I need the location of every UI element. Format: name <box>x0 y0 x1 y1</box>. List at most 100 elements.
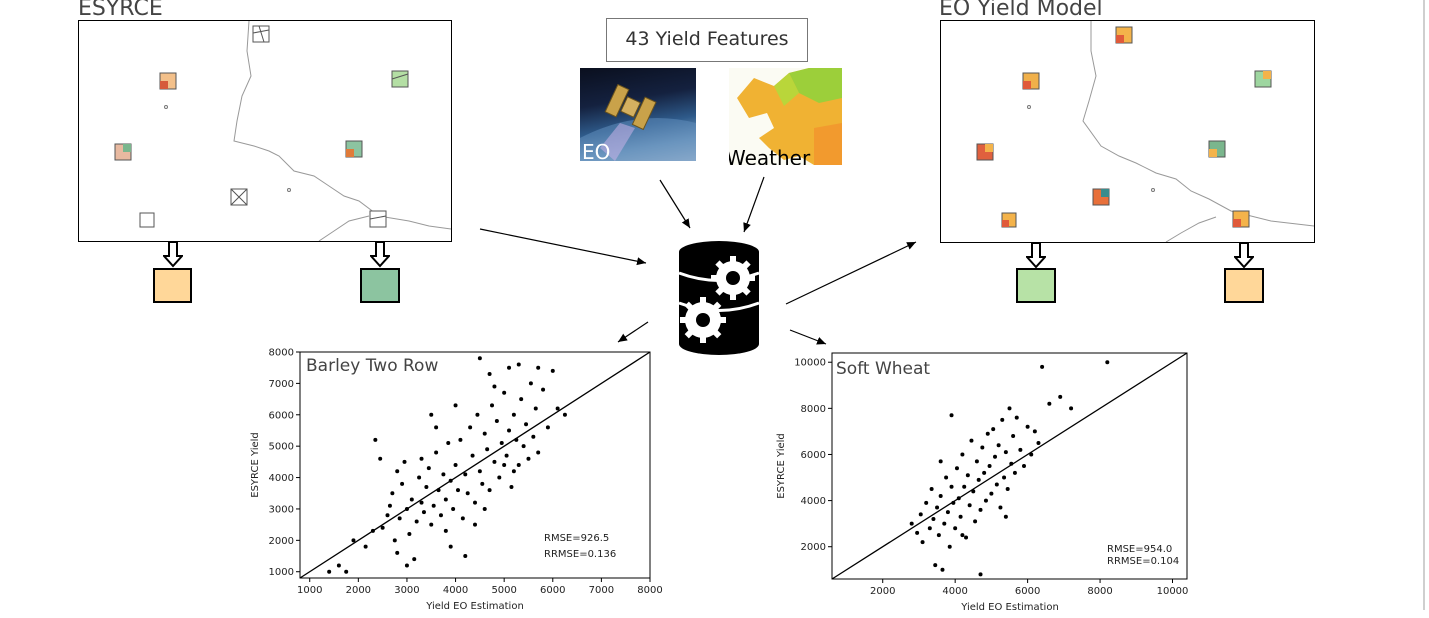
scatter-point <box>414 519 419 524</box>
scatter-point <box>938 459 943 464</box>
scatter-point <box>1025 424 1030 429</box>
scatter-point <box>945 510 950 515</box>
satellite-icon <box>580 83 696 161</box>
scatter-point <box>485 447 490 452</box>
scrollbar-track[interactable] <box>1423 0 1425 610</box>
y-tick-label: 8000 <box>801 404 826 415</box>
scatter-point <box>958 514 963 519</box>
scatter-point <box>555 406 560 411</box>
scatter-point <box>497 475 502 480</box>
scatter-point <box>463 554 468 559</box>
scatter-point <box>528 381 533 386</box>
scatter-point <box>935 505 940 510</box>
scatter-point <box>1032 429 1037 434</box>
scatter-point <box>385 513 390 518</box>
scatter-point <box>1011 434 1016 439</box>
scatter-point <box>531 434 536 439</box>
x-tick-label: 2000 <box>870 586 895 597</box>
scatter-point <box>487 371 492 376</box>
yield-features-box: 43 Yield Features <box>606 18 808 62</box>
eo-satellite-image: EO <box>580 68 696 161</box>
scatter-point <box>400 481 405 486</box>
arrow-esyrce-to-db <box>479 228 647 266</box>
yield-swatch-orange-left <box>153 268 192 303</box>
scatter-point <box>458 437 463 442</box>
scatter-point <box>475 412 480 417</box>
scatter-point <box>1002 475 1007 480</box>
scatter-point <box>424 484 429 489</box>
scatter-point <box>402 459 407 464</box>
scatter-point <box>441 472 446 477</box>
scatter-point <box>989 491 994 496</box>
wheat-scatter-chart: 2000 4000 6000 8000 10000 2000 4000 6000 8000 10… <box>776 352 1188 612</box>
scatter-point <box>327 569 332 574</box>
scatter-point <box>944 475 949 480</box>
scatter-point <box>994 482 999 487</box>
weather-map-image: Weather <box>729 68 842 165</box>
y-tick-label: 1000 <box>269 567 294 578</box>
scatter-point <box>492 459 497 464</box>
scatter-point <box>915 530 920 535</box>
scatter-point <box>526 456 531 461</box>
scatter-point <box>482 506 487 511</box>
x-tick-label: 8000 <box>1087 586 1112 597</box>
scatter-point <box>927 526 932 531</box>
scatter-point <box>965 473 970 478</box>
scatter-point <box>395 469 400 474</box>
scatter-point <box>929 487 934 492</box>
hollow-down-arrow-icon <box>1026 243 1046 269</box>
scatter-point <box>909 521 914 526</box>
scatter-point <box>502 390 507 395</box>
scatter-point <box>1009 461 1014 466</box>
scatter-point <box>504 453 509 458</box>
scatter-point <box>511 412 516 417</box>
scatter-point <box>487 488 492 493</box>
scatter-point <box>434 425 439 430</box>
scatter-point <box>473 522 477 527</box>
yield-swatch-green-left <box>360 268 400 303</box>
scatter-point <box>954 466 959 471</box>
scatter-point <box>407 532 412 537</box>
hollow-down-arrow-icon <box>1234 243 1254 269</box>
scatter-point <box>521 444 526 449</box>
y-axis-label: ESYRCE Yield <box>250 432 261 498</box>
scatter-point <box>443 497 448 502</box>
europe-map-icon <box>737 68 842 165</box>
scatter-point <box>1047 401 1052 406</box>
y-tick-label: 2000 <box>801 542 826 553</box>
scatter-point <box>453 403 458 408</box>
scatter-point <box>434 450 439 455</box>
x-tick-label: 1000 <box>297 585 322 596</box>
x-tick-label: 6000 <box>1015 586 1040 597</box>
scatter-point <box>443 528 448 533</box>
scatter-point <box>996 443 1001 448</box>
scatter-point <box>409 497 414 502</box>
chart-title: Soft Wheat <box>836 359 930 379</box>
x-tick-label: 8000 <box>637 585 662 596</box>
scatter-point <box>545 425 550 430</box>
x-axis-label: Yield EO Estimation <box>960 602 1059 612</box>
scatter-point <box>419 456 424 461</box>
arrow-db-to-barley <box>617 321 649 343</box>
scatter-point <box>1036 440 1041 445</box>
scatter-point <box>465 491 470 496</box>
right-map-title: EO Yield Model <box>939 0 1103 21</box>
scatter-point <box>1018 447 1023 452</box>
scatter-point <box>973 519 978 524</box>
field-parcel-icon <box>114 25 409 228</box>
scatter-point <box>1003 450 1008 455</box>
scatter-point <box>448 544 453 549</box>
scatter-point <box>936 533 941 538</box>
scatter-point <box>1014 415 1019 420</box>
left-map-title: ESYRCE <box>78 0 163 21</box>
scatter-point <box>982 470 987 475</box>
scatter-point <box>392 538 397 543</box>
barley-scatter-chart: 1000 2000 3000 4000 5000 6000 7000 8000 1000 200… <box>250 348 663 613</box>
field-parcel-icon <box>976 26 1272 228</box>
scatter-point <box>971 489 976 494</box>
scatter-point <box>494 419 499 424</box>
scatter-point <box>960 533 965 538</box>
scatter-point <box>404 563 409 568</box>
scatter-point <box>938 493 943 498</box>
scatter-point <box>1003 514 1008 519</box>
